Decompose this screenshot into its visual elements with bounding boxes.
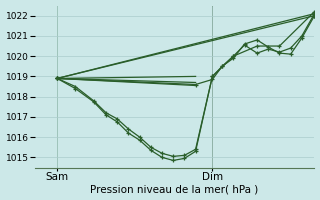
X-axis label: Pression niveau de la mer( hPa ): Pression niveau de la mer( hPa ): [91, 184, 259, 194]
